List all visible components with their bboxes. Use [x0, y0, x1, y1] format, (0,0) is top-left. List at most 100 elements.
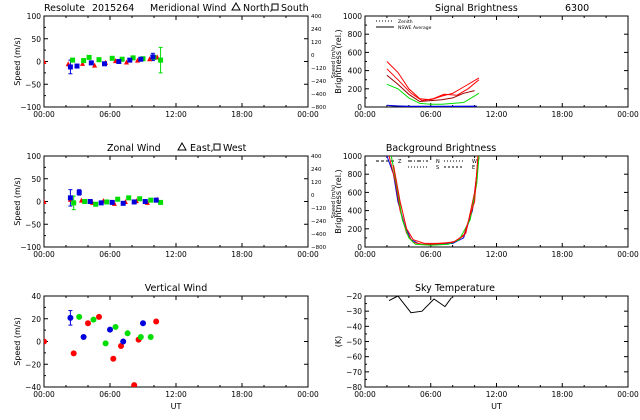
legend-square-symbol — [271, 3, 279, 11]
data-point — [140, 320, 146, 327]
y-tick-label: 0 — [357, 103, 362, 112]
legend-label: Zenith — [398, 19, 413, 25]
y-tick-label: −50 — [25, 220, 41, 229]
y2-tick-label: 400 — [311, 154, 322, 160]
x-tick-label: 00:00 — [297, 250, 319, 259]
y2-tick-label: −400 — [311, 232, 327, 238]
y-tick-label: 800 — [348, 30, 363, 39]
data-point — [148, 197, 154, 203]
data-point — [137, 333, 144, 340]
y-tick-label: −30 — [346, 307, 362, 316]
chart-title: Meridional Wind — [150, 3, 226, 14]
data-point — [71, 200, 77, 206]
data-point — [67, 314, 74, 321]
legend-label: S — [436, 165, 439, 171]
chart-zonal: Zonal Wind East, West 100 50 0 −50 −100 400 240 12… — [13, 141, 337, 259]
legend-label: North, — [243, 3, 273, 14]
x-tick-label: 06:00 — [420, 390, 442, 399]
y2-tick-label: 400 — [311, 14, 322, 20]
plot-area — [386, 61, 480, 107]
y2-axis-label: Speed (m/s) — [331, 45, 337, 78]
y2-tick-label: −120 — [311, 66, 327, 72]
x-tick-label: 06:00 — [99, 390, 121, 399]
y2-tick-label: 240 — [311, 27, 322, 33]
y2-tick-label: 240 — [311, 167, 322, 173]
data-point — [96, 57, 102, 63]
chart-sky_temp: Sky Temperature −20 −30 −40 −50 −60 −70 −80 (K) 0… — [334, 283, 639, 411]
data-point — [80, 60, 85, 66]
series-line — [393, 156, 479, 244]
legend-label: West — [223, 143, 247, 154]
plot-area — [388, 296, 453, 314]
y-tick-label: 600 — [348, 188, 363, 197]
x-tick-label: 18:00 — [231, 250, 253, 259]
data-point — [116, 59, 122, 64]
y-axis-label: Speed (m/s) — [13, 317, 22, 366]
y-tick-label: 50 — [31, 35, 41, 44]
data-point — [98, 200, 104, 206]
data-point — [131, 199, 137, 205]
legend-triangle-symbol — [177, 141, 187, 151]
data-point — [81, 58, 87, 64]
data-point — [92, 62, 98, 68]
y-tick-label: 800 — [348, 170, 363, 179]
y-tick-label: 100 — [27, 152, 42, 161]
legend-label: Z — [398, 159, 402, 165]
y2-tick-label: 120 — [311, 180, 322, 186]
plot-area — [386, 156, 480, 246]
y-tick-label: 0 — [36, 58, 41, 67]
data-point — [158, 199, 164, 205]
data-point — [90, 316, 97, 323]
data-point — [120, 338, 127, 345]
data-point — [115, 196, 121, 202]
x-tick-label: 00:00 — [354, 390, 376, 399]
chart-title: Vertical Wind — [145, 283, 207, 294]
chart-title: Sky Temperature — [415, 283, 495, 294]
x-tick-label: 12:00 — [486, 110, 508, 119]
legend-label: East, — [190, 143, 214, 154]
series-line — [388, 156, 480, 245]
data-point — [137, 196, 143, 202]
data-point — [70, 57, 76, 63]
plot-frame — [364, 155, 629, 248]
data-point — [67, 195, 73, 201]
y-tick-label: 0 — [357, 243, 362, 252]
x-tick-label: 00:00 — [297, 110, 319, 119]
chart-title-wavelength: 6300 — [565, 3, 589, 14]
x-tick-label: 00:00 — [297, 390, 319, 399]
x-tick-label: 12:00 — [486, 250, 508, 259]
y-axis-label: Brightness (rel.) — [334, 169, 343, 233]
legend-square-symbol — [213, 143, 221, 151]
y-axis-label: Speed (m/s) — [13, 177, 22, 226]
data-point — [124, 59, 129, 65]
chart-meridional: Meridional Wind North, South 100 50 0 −50 −100 4… — [13, 1, 337, 119]
x-tick-label: 18:00 — [551, 110, 573, 119]
y2-tick-label: 0 — [311, 193, 315, 199]
y-tick-label: 200 — [348, 85, 363, 94]
y-tick-label: −80 — [346, 383, 362, 392]
x-tick-label: 06:00 — [99, 110, 121, 119]
legend-label: E — [472, 165, 475, 171]
data-point — [124, 330, 131, 337]
data-point — [76, 313, 83, 320]
data-point — [96, 313, 102, 320]
data-point — [147, 333, 154, 340]
plot-frame — [364, 295, 629, 388]
y2-tick-label: −240 — [311, 219, 327, 225]
y-tick-label: −40 — [346, 322, 362, 331]
y-tick-label: −50 — [346, 338, 362, 347]
series-line — [386, 68, 480, 102]
y-tick-label: −20 — [25, 360, 41, 369]
y2-axis-label: Speed (m/s) — [331, 185, 337, 218]
header-date-code: 2015264 — [92, 3, 134, 14]
y2-tick-label: −240 — [311, 79, 327, 85]
y2-tick-label: −800 — [311, 105, 327, 111]
y-tick-label: −70 — [346, 368, 362, 377]
chart-background: Background Brightness 1000 800 600 400 200 0 Br… — [334, 143, 639, 259]
y-tick-label: −20 — [346, 292, 362, 301]
data-point — [102, 340, 109, 347]
data-point — [130, 55, 136, 61]
data-point — [109, 55, 115, 61]
y2-tick-label: 120 — [311, 40, 322, 46]
x-tick-label: 00:00 — [617, 110, 639, 119]
